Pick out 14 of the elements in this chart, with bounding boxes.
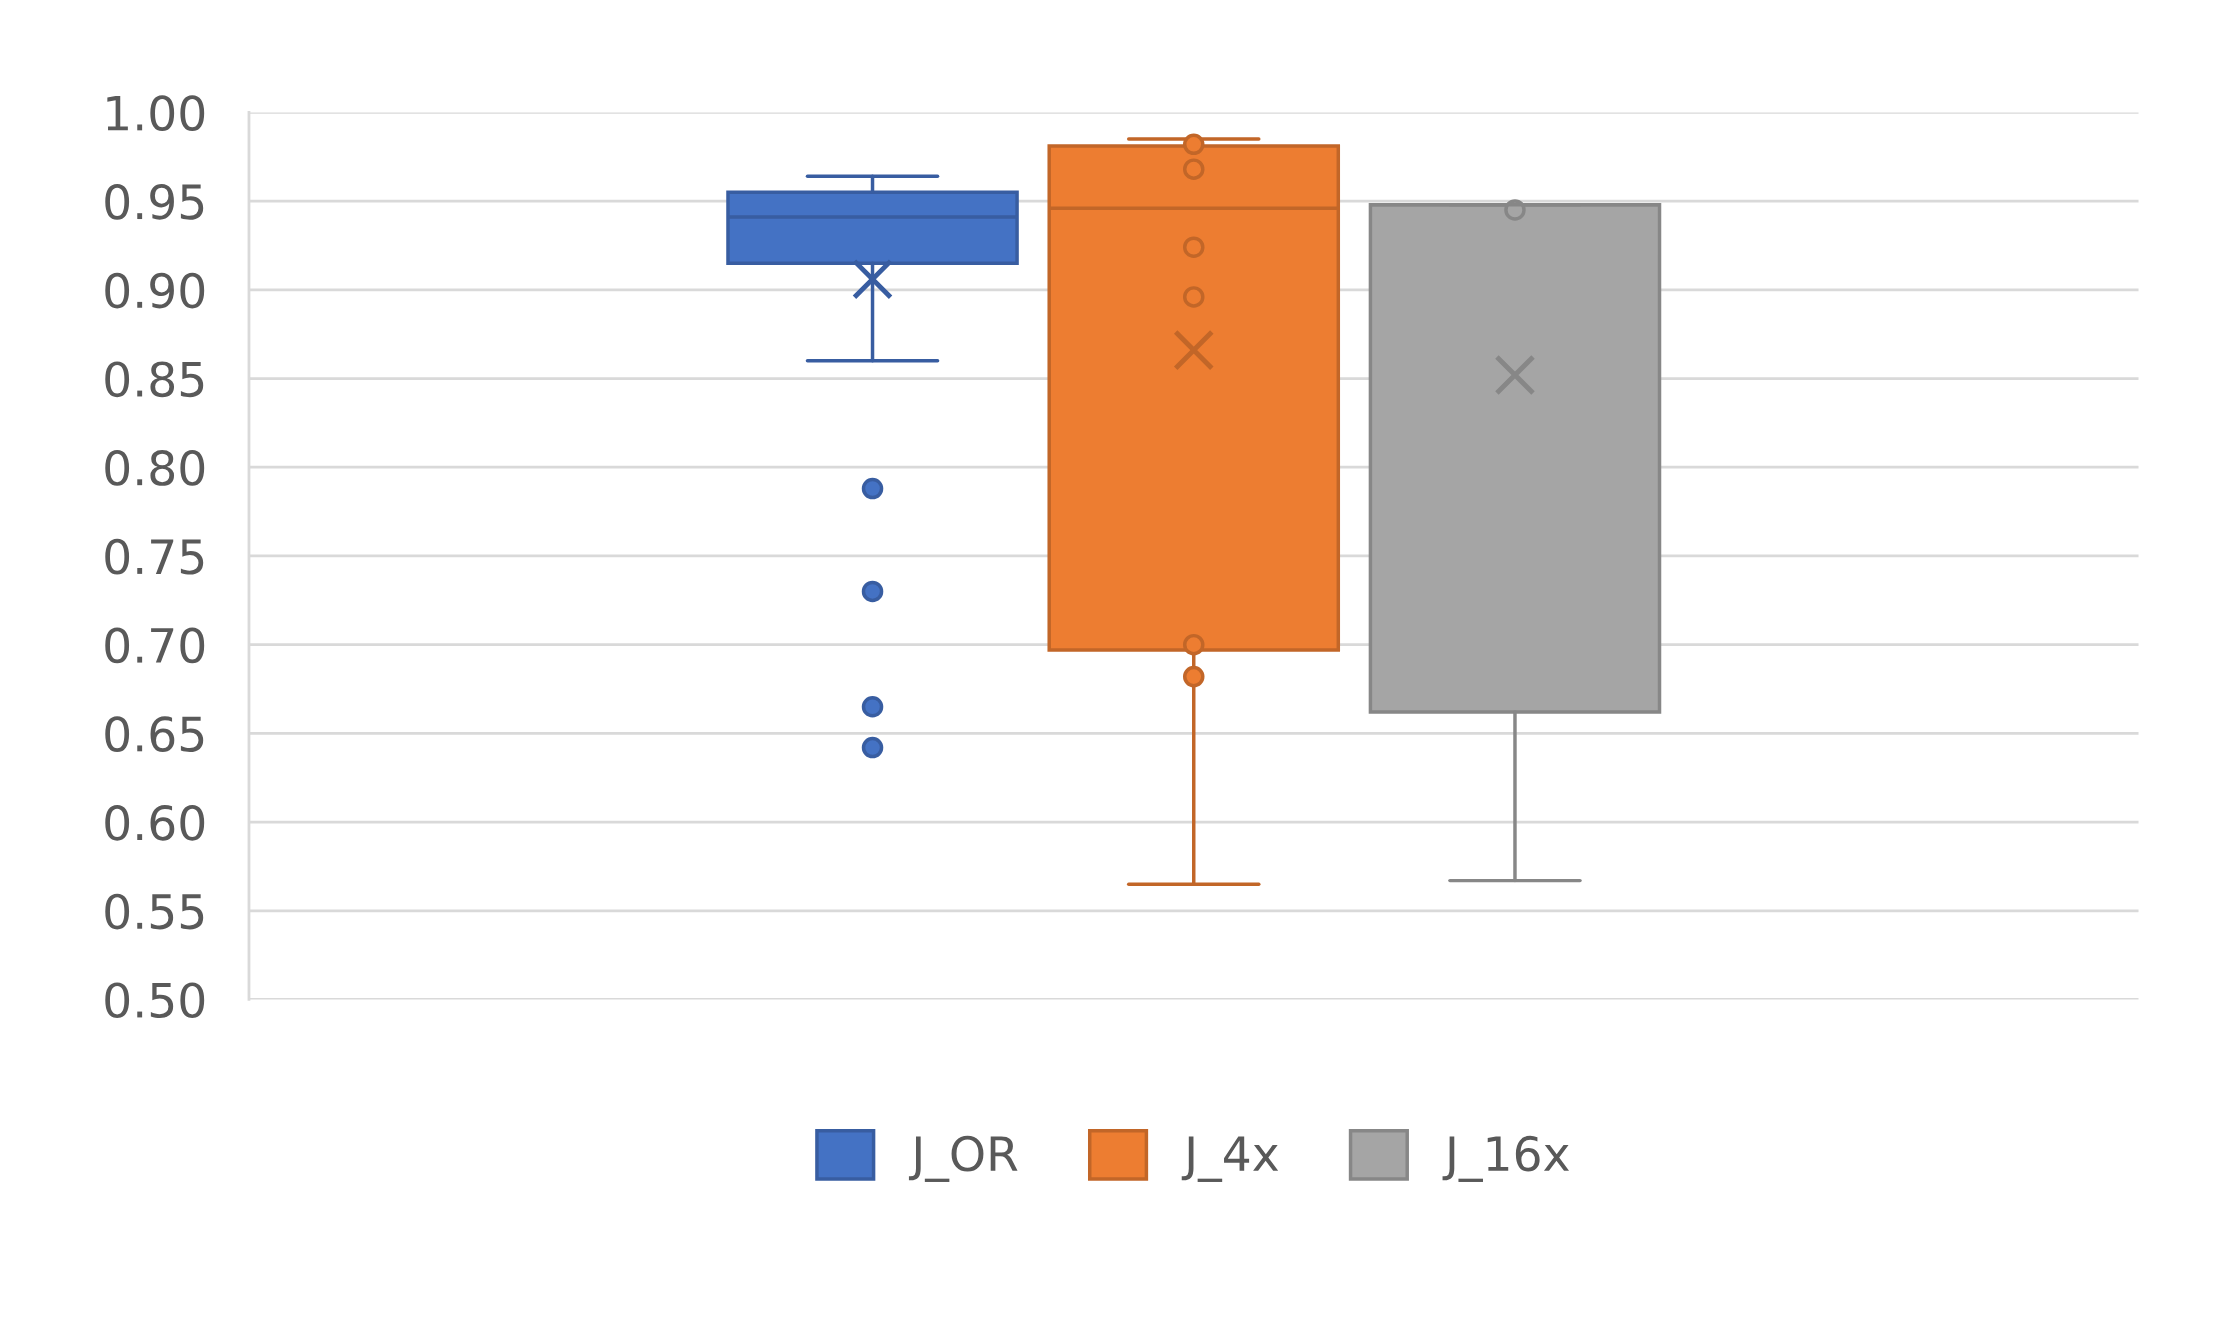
y-tick-label: 0.65	[105, 716, 204, 752]
y-tick-label: 1.00	[107, 95, 205, 131]
y-tick-label: 0.80	[105, 450, 205, 486]
y-tick-label: 0.95	[105, 183, 204, 220]
legend-label: J_16x	[1442, 1135, 1570, 1182]
legend-label: J_OR	[908, 1135, 1018, 1182]
y-tick-label: 0.75	[105, 538, 204, 575]
y-tick-label: 0.60	[105, 804, 205, 841]
y-tick-label: 0.50	[105, 982, 205, 1019]
y-tick-label: 0.70	[105, 627, 205, 664]
legend-label: J_4x	[1181, 1136, 1279, 1182]
y-tick-label: 0.90	[105, 272, 205, 309]
y-tick-label: 0.55	[105, 893, 204, 930]
y-tick-label: 0.85	[105, 361, 204, 398]
